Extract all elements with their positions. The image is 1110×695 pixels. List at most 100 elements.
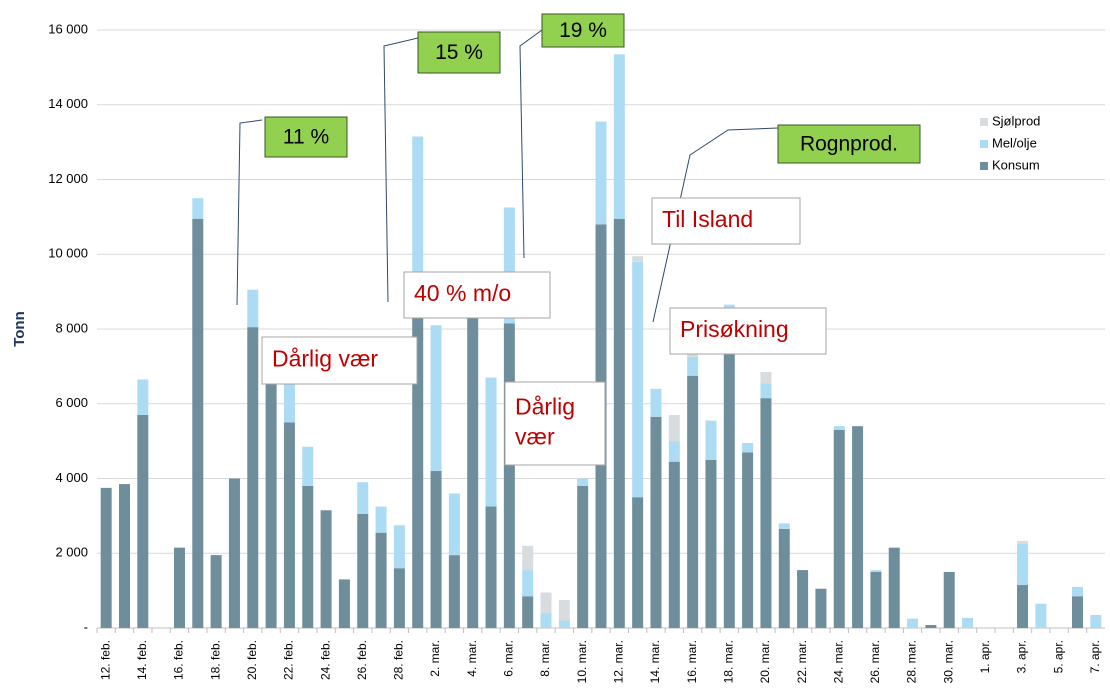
x-tick-label: 1. apr. bbox=[978, 640, 992, 673]
bar-segment bbox=[558, 599, 570, 621]
bar-segment bbox=[760, 398, 772, 628]
y-tick-label: 12 000 bbox=[48, 171, 88, 186]
bar-segment bbox=[668, 461, 680, 628]
annotation-box bbox=[417, 31, 501, 74]
bar-segment bbox=[247, 327, 259, 628]
bar-segment bbox=[1072, 586, 1084, 597]
bar-segment bbox=[815, 588, 827, 628]
bar-segment bbox=[907, 618, 919, 628]
bar-segment bbox=[302, 446, 314, 486]
bar-segment bbox=[430, 471, 442, 628]
bar-segment bbox=[320, 510, 332, 628]
x-tick-label: 24. mar. bbox=[831, 640, 845, 683]
bar-segment bbox=[742, 452, 754, 628]
note-box bbox=[669, 307, 827, 355]
bar-segment bbox=[1017, 585, 1029, 628]
bar-segment bbox=[100, 487, 112, 628]
bar-segment bbox=[357, 482, 369, 515]
x-tick-label: 20. mar. bbox=[758, 640, 772, 683]
x-tick-label: 7. apr. bbox=[1088, 640, 1102, 673]
annotation-text: 15 % bbox=[435, 41, 483, 64]
x-tick-label: 16. mar. bbox=[685, 640, 699, 683]
note-text: 40 % m/o bbox=[414, 280, 511, 306]
bar-segment bbox=[412, 136, 424, 285]
bar-segment bbox=[485, 506, 497, 628]
annotation-text: 11 % bbox=[283, 126, 329, 149]
bar-segment bbox=[192, 198, 204, 219]
x-tick-label: 20. feb. bbox=[245, 640, 259, 680]
x-tick-label: 30. mar. bbox=[941, 640, 955, 683]
x-tick-label: 18. mar. bbox=[721, 640, 735, 683]
bar-segment bbox=[540, 592, 552, 614]
note-text: Til Island bbox=[662, 206, 753, 232]
bar-segment bbox=[375, 506, 387, 533]
x-tick-label: 22. feb. bbox=[282, 640, 296, 680]
bar-segment bbox=[943, 571, 955, 628]
bar-segment bbox=[833, 426, 845, 430]
bar-segment bbox=[522, 545, 534, 571]
bar-segment bbox=[558, 620, 570, 628]
y-tick-label: 8 000 bbox=[55, 320, 88, 335]
y-tick-label: 10 000 bbox=[48, 246, 88, 261]
bar-segment bbox=[705, 420, 717, 460]
bar-segment bbox=[265, 355, 277, 628]
x-tick-label: 10. mar. bbox=[575, 640, 589, 683]
bar-segment bbox=[650, 416, 662, 628]
x-tick-label: 22. mar. bbox=[795, 640, 809, 683]
note-text: Dårlig vær bbox=[272, 346, 378, 372]
bar-segment bbox=[1090, 614, 1102, 628]
x-tick-label: 2. mar. bbox=[428, 640, 442, 677]
x-tick-label: 3. apr. bbox=[1015, 640, 1029, 673]
y-tick-label: 2 000 bbox=[55, 545, 88, 560]
bar-segment bbox=[192, 218, 204, 628]
legend-swatch bbox=[980, 162, 988, 170]
bar-segment bbox=[522, 596, 534, 628]
x-tick-label: 8. mar. bbox=[538, 640, 552, 677]
legend-label: Sjølprod bbox=[992, 113, 1040, 128]
legend-label: Konsum bbox=[992, 157, 1040, 172]
y-tick-label: 6 000 bbox=[55, 395, 88, 410]
bar-segment bbox=[632, 497, 644, 628]
bar-segment bbox=[1072, 596, 1084, 628]
y-tick-label: 16 000 bbox=[48, 21, 88, 36]
bar-segment bbox=[503, 207, 515, 324]
bar-segment bbox=[137, 379, 149, 415]
bar-segment bbox=[650, 388, 662, 417]
bar-segment bbox=[228, 478, 240, 628]
bar-segment bbox=[137, 414, 149, 628]
bar-segment bbox=[448, 555, 460, 628]
bar-segment bbox=[412, 284, 424, 628]
bar-segment bbox=[632, 256, 644, 262]
annotation-text: Rognprod. bbox=[800, 133, 898, 156]
bar-segment bbox=[833, 429, 845, 628]
note-text: Prisøkning bbox=[680, 316, 789, 342]
x-tick-label: 12. feb. bbox=[98, 640, 112, 680]
x-tick-label: 6. mar. bbox=[502, 640, 516, 677]
bar-segment bbox=[467, 310, 479, 628]
bar-segment bbox=[173, 547, 185, 628]
note-text: Dårlig bbox=[515, 394, 575, 420]
legend-swatch bbox=[980, 140, 988, 148]
bar-segment bbox=[613, 54, 625, 219]
y-axis-label: Tonn bbox=[11, 311, 28, 347]
bar-segment bbox=[723, 345, 735, 628]
bar-segment bbox=[338, 579, 350, 628]
x-tick-label: 14. mar. bbox=[648, 640, 662, 683]
x-tick-label: 5. apr. bbox=[1051, 640, 1065, 673]
y-tick-label: 4 000 bbox=[55, 470, 88, 485]
annotations: 11 % 15 % 19 % Rognprod. Dårlig vær 40 % m/o D… bbox=[261, 13, 921, 466]
bar-segment bbox=[485, 377, 497, 507]
bar-segment bbox=[778, 523, 790, 529]
bar-segment bbox=[302, 485, 314, 628]
x-tick-label: 18. feb. bbox=[208, 640, 222, 680]
bar-segment bbox=[430, 325, 442, 472]
bar-segment bbox=[247, 289, 259, 328]
bar-segment bbox=[668, 414, 680, 442]
bar-segment bbox=[687, 357, 699, 376]
bar-segment bbox=[852, 426, 864, 628]
bar-segment bbox=[283, 373, 295, 423]
bar-segment bbox=[888, 547, 900, 628]
bar-segment bbox=[357, 514, 369, 628]
bar-segment bbox=[393, 525, 405, 569]
